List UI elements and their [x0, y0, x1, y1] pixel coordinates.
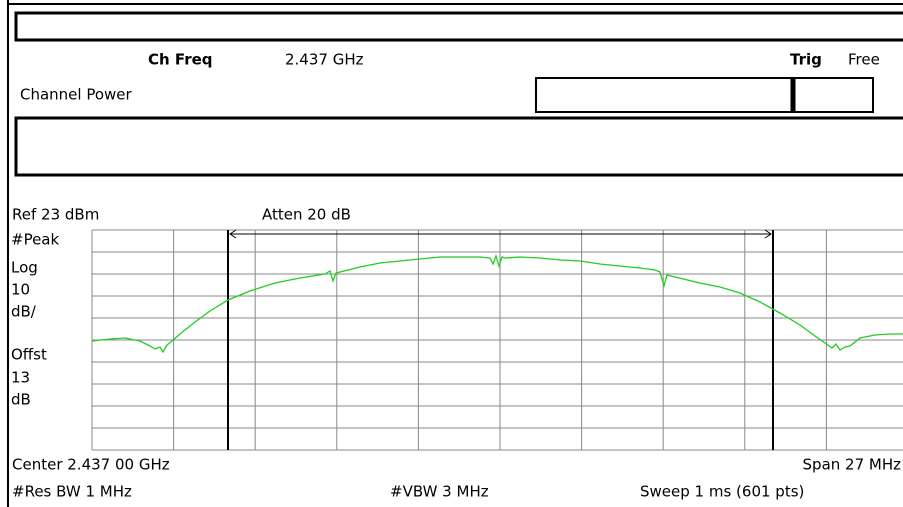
arrow-heads: [229, 229, 772, 239]
scale-label: Offst: [11, 346, 47, 364]
measurement-name: Channel Power: [20, 86, 133, 104]
res-bw: #Res BW 1 MHz: [12, 483, 132, 501]
trig-value: Free: [848, 51, 880, 69]
sweep: Sweep 1 ms (601 pts): [640, 483, 804, 501]
attenuation: Atten 20 dB: [262, 206, 351, 224]
ch-freq-value: 2.437 GHz: [285, 51, 364, 69]
scale-label: 10: [11, 281, 30, 299]
center-frequency: Center 2.437 00 GHz: [12, 456, 170, 474]
scale-label: 13: [11, 369, 30, 387]
span: Span 27 MHz: [803, 456, 902, 474]
scale-label: #Peak: [11, 231, 59, 249]
ref-level: Ref 23 dBm: [12, 206, 99, 224]
message-box: [14, 116, 903, 177]
trace: [91, 253, 903, 354]
scale-label: dB/: [11, 303, 37, 321]
ch-freq-label: Ch Freq: [148, 51, 213, 69]
vbw: #VBW 3 MHz: [390, 483, 489, 501]
title-box: [14, 11, 903, 42]
scale-label: Log: [11, 259, 38, 277]
trig-label: Trig: [790, 51, 822, 69]
scale-label: dB: [11, 391, 31, 409]
status-box: [535, 77, 874, 113]
